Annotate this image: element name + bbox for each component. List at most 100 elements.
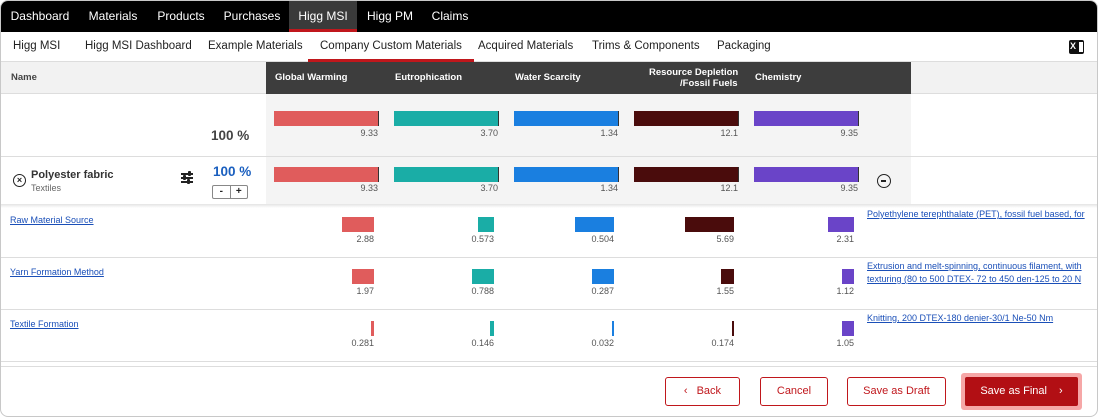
detail-bar-water-scarcity [612, 321, 614, 336]
save-final-label: Save as Final [980, 385, 1047, 397]
total-bar-end-chemistry [858, 111, 859, 126]
subnav-acquired-materials[interactable]: Acquired Materials [478, 40, 574, 52]
material-bar-end-global-warming [378, 167, 379, 182]
topnav-dashboard[interactable]: Dashboard [10, 9, 70, 23]
detail-value-water-scarcity: 0.504 [591, 234, 614, 244]
detail-value-resource-depletion: 1.55 [716, 286, 734, 296]
adjust-settings-icon[interactable] [181, 171, 193, 184]
detail-bar-water-scarcity [592, 269, 614, 284]
material-bar-end-water-scarcity [618, 167, 619, 182]
detail-value-chemistry: 2.31 [836, 234, 854, 244]
detail-bar-chemistry [828, 217, 854, 232]
material-value-water-scarcity: 1.34 [600, 183, 618, 193]
subnav-trims-components[interactable]: Trims & Components [592, 40, 700, 52]
total-value-chemistry: 9.35 [840, 128, 858, 138]
detail-bar-water-scarcity [575, 217, 614, 232]
cancel-button[interactable]: Cancel [760, 377, 828, 406]
detail-value-water-scarcity: 0.032 [591, 338, 614, 348]
topnav-purchases[interactable]: Purchases [223, 9, 281, 23]
back-button[interactable]: ‹ Back [665, 377, 740, 406]
save-draft-button[interactable]: Save as Draft [847, 377, 946, 406]
percent-stepper: - + [212, 185, 248, 199]
excel-export-icon[interactable] [1069, 40, 1084, 54]
total-bar-end-eutrophication [498, 111, 499, 126]
subnav-higg-msi-dashboard[interactable]: Higg MSI Dashboard [85, 40, 192, 52]
detail-value-global-warming: 0.281 [351, 338, 374, 348]
topnav-claims[interactable]: Claims [431, 9, 469, 23]
detail-bar-global-warming [371, 321, 374, 336]
material-category: Textiles [31, 183, 62, 193]
subnav-company-custom-materials[interactable]: Company Custom Materials [308, 32, 474, 62]
total-bar-water-scarcity [514, 111, 618, 126]
subnav-example-materials[interactable]: Example Materials [208, 40, 303, 52]
topnav-products[interactable]: Products [157, 9, 205, 23]
subnav-packaging[interactable]: Packaging [717, 40, 771, 52]
total-bar-resource-depletion [634, 111, 738, 126]
detail-bar-global-warming [352, 269, 374, 284]
col-chemistry: Chemistry [755, 72, 802, 83]
detail-value-chemistry: 1.12 [836, 286, 854, 296]
material-value-eutrophication: 3.70 [480, 183, 498, 193]
detail-row-label[interactable]: Raw Material Source [10, 215, 94, 225]
sub-nav: Higg MSI Higg MSI Dashboard Example Mate… [1, 32, 1097, 62]
detail-bar-eutrophication [490, 321, 494, 336]
detail-value-resource-depletion: 0.174 [711, 338, 734, 348]
table-header: Name Global Warming Eutrophication Water… [1, 62, 1097, 94]
top-nav: Dashboard Materials Products Purchases H… [1, 1, 1097, 32]
total-value-global-warming: 9.33 [360, 128, 378, 138]
subnav-higg-msi[interactable]: Higg MSI [13, 40, 61, 52]
material-value-chemistry: 9.35 [840, 183, 858, 193]
detail-bar-resource-depletion [732, 321, 734, 336]
detail-value-global-warming: 2.88 [356, 234, 374, 244]
total-bar-chemistry [754, 111, 858, 126]
total-percent: 100 % [211, 128, 250, 143]
detail-bar-resource-depletion [685, 217, 734, 232]
footer-divider [1, 366, 1097, 367]
row-divider [1, 156, 1097, 157]
detail-value-resource-depletion: 5.69 [716, 234, 734, 244]
topnav-materials[interactable]: Materials [88, 9, 138, 23]
detail-value-eutrophication: 0.573 [471, 234, 494, 244]
detail-link-text[interactable]: Polyethylene terephthalate (PET), fossil… [867, 209, 1085, 219]
material-bar-global-warming [274, 167, 378, 182]
total-value-water-scarcity: 1.34 [600, 128, 618, 138]
row-divider [1, 361, 1097, 362]
collapse-minus-icon[interactable] [877, 174, 891, 188]
detail-link-text[interactable]: texturing (80 to 500 DTEX- 72 to 450 den… [867, 274, 1082, 284]
chevron-right-icon: › [1058, 385, 1063, 397]
total-bar-global-warming [274, 111, 378, 126]
material-bar-resource-depletion [634, 167, 738, 182]
detail-value-eutrophication: 0.788 [471, 286, 494, 296]
material-bar-end-resource-depletion [738, 167, 739, 182]
col-fossil-fuels: /Fossil Fuels [680, 78, 738, 89]
material-bar-end-chemistry [858, 167, 859, 182]
stepper-plus-button[interactable]: + [229, 186, 248, 198]
col-eutrophication: Eutrophication [395, 72, 463, 83]
detail-value-eutrophication: 0.146 [471, 338, 494, 348]
topnav-higg-msi[interactable]: Higg MSI [289, 1, 357, 32]
topnav-higg-pm[interactable]: Higg PM [366, 9, 413, 23]
name-column-header: Name [11, 72, 37, 83]
detail-value-global-warming: 1.97 [356, 286, 374, 296]
section-shadow [1, 204, 1097, 208]
remove-material-icon[interactable]: × [13, 174, 26, 187]
detail-link-text[interactable]: Knitting, 200 DTEX-180 denier-30/1 Ne-50… [867, 313, 1054, 323]
save-final-button[interactable]: Save as Final › [965, 377, 1078, 406]
detail-bar-chemistry [842, 321, 854, 336]
col-water-scarcity: Water Scarcity [515, 72, 581, 83]
detail-value-chemistry: 1.05 [836, 338, 854, 348]
back-label: Back [696, 385, 722, 397]
material-bar-chemistry [754, 167, 858, 182]
detail-bar-global-warming [342, 217, 374, 232]
col-global-warming: Global Warming [275, 72, 348, 83]
detail-row-label[interactable]: Yarn Formation Method [10, 267, 104, 277]
row-divider [1, 257, 1097, 258]
stepper-minus-button[interactable]: - [219, 186, 223, 197]
total-value-resource-depletion: 12.1 [720, 128, 738, 138]
detail-row-label[interactable]: Textile Formation [10, 319, 79, 329]
material-bar-eutrophication [394, 167, 498, 182]
material-name: Polyester fabric [31, 169, 114, 181]
detail-link-text[interactable]: Extrusion and melt-spinning, continuous … [867, 261, 1082, 271]
detail-bar-resource-depletion [721, 269, 734, 284]
